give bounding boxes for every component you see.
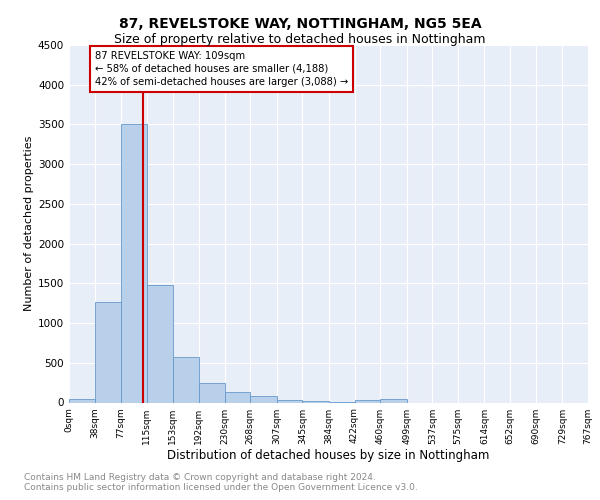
Bar (224, 392, 250, 402)
Bar (380, 398, 407, 402)
Bar (250, 396, 277, 402)
Bar (95, 302, 121, 402)
Bar (199, 382, 224, 402)
Bar (277, 400, 302, 402)
Bar (355, 400, 380, 402)
Bar (69, 399, 95, 402)
Bar (147, 285, 173, 403)
X-axis label: Distribution of detached houses by size in Nottingham: Distribution of detached houses by size … (167, 450, 490, 462)
Text: 87 REVELSTOKE WAY: 109sqm
← 58% of detached houses are smaller (4,188)
42% of se: 87 REVELSTOKE WAY: 109sqm ← 58% of detac… (95, 50, 348, 87)
Bar (173, 357, 199, 403)
Bar (121, 124, 147, 402)
Y-axis label: Number of detached properties: Number of detached properties (24, 136, 34, 312)
Text: Size of property relative to detached houses in Nottingham: Size of property relative to detached ho… (114, 32, 486, 46)
Text: 87, REVELSTOKE WAY, NOTTINGHAM, NG5 5EA: 87, REVELSTOKE WAY, NOTTINGHAM, NG5 5EA (119, 18, 481, 32)
Text: Contains HM Land Registry data © Crown copyright and database right 2024.
Contai: Contains HM Land Registry data © Crown c… (24, 472, 418, 492)
